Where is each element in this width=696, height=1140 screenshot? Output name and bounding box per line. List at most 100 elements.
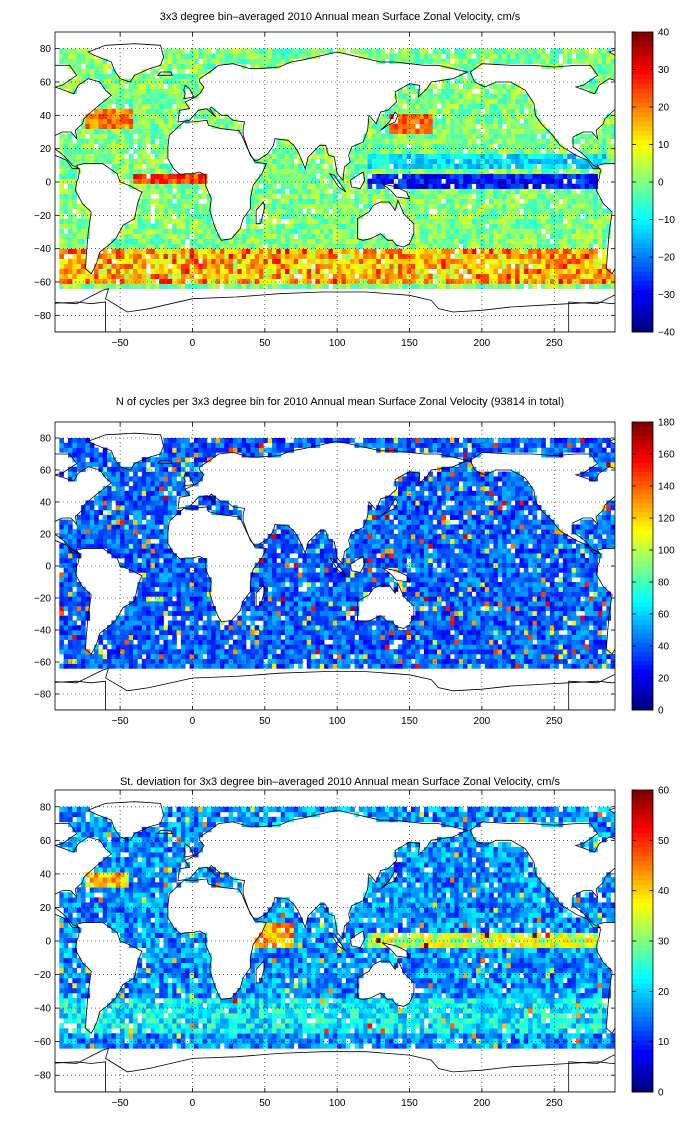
heatmap-cell xyxy=(467,649,473,655)
heatmap-cell xyxy=(445,188,451,194)
heatmap-cell xyxy=(198,223,203,229)
heatmap-cell xyxy=(250,273,255,279)
heatmap-cell xyxy=(337,178,342,184)
heatmap-cell xyxy=(549,58,555,64)
heatmap-cell xyxy=(558,218,564,224)
colorbar-tick-label: 0 xyxy=(658,178,664,189)
heatmap-cell xyxy=(98,253,104,259)
heatmap-cell xyxy=(115,644,121,650)
heatmap-cell xyxy=(380,58,386,64)
heatmap-cell xyxy=(137,118,143,124)
heatmap-cell xyxy=(172,233,177,239)
heatmap-cell xyxy=(94,649,99,655)
heatmap-cell xyxy=(128,123,134,129)
heatmap-cell xyxy=(285,138,290,144)
heatmap-cell xyxy=(506,133,512,139)
heatmap-cell xyxy=(328,649,334,655)
heatmap-cell xyxy=(380,283,386,289)
heatmap-cell xyxy=(59,193,64,199)
heatmap-cell xyxy=(358,258,364,264)
colorbar-tick-label: −30 xyxy=(658,290,675,301)
heatmap-cell xyxy=(189,248,195,254)
heatmap-cell xyxy=(150,108,156,114)
heatmap-cell xyxy=(172,108,177,114)
heatmap-cell xyxy=(419,228,425,234)
heatmap-cell xyxy=(306,248,312,254)
heatmap-cell xyxy=(588,153,594,159)
heatmap-cell xyxy=(571,278,577,284)
heatmap-cell xyxy=(493,233,499,239)
heatmap-cell xyxy=(345,208,351,214)
heatmap-cell xyxy=(410,273,416,279)
heatmap-cell xyxy=(332,183,338,189)
heatmap-cell xyxy=(506,173,512,179)
heatmap-cell xyxy=(111,163,117,169)
heatmap-cell xyxy=(502,173,507,179)
heatmap-cell xyxy=(85,153,91,159)
heatmap-cell xyxy=(159,98,164,104)
heatmap-cell xyxy=(193,88,199,94)
heatmap-cell xyxy=(371,283,377,289)
heatmap-cell xyxy=(120,663,125,669)
heatmap-cell xyxy=(597,153,603,159)
heatmap-cell xyxy=(298,283,303,289)
heatmap-cell xyxy=(146,203,151,209)
heatmap-cell xyxy=(610,58,615,64)
heatmap-cell xyxy=(259,238,264,244)
heatmap-cell xyxy=(350,203,355,209)
heatmap-cell xyxy=(593,63,598,69)
heatmap-cell xyxy=(476,93,481,99)
heatmap-cell xyxy=(176,273,182,279)
heatmap-cell xyxy=(206,63,212,69)
heatmap-cell xyxy=(159,208,164,214)
heatmap-cell xyxy=(358,663,364,669)
heatmap-cell xyxy=(402,98,407,104)
heatmap-cell xyxy=(467,639,473,645)
heatmap-cell xyxy=(180,63,186,69)
heatmap-cell xyxy=(458,108,464,114)
heatmap-cell xyxy=(575,193,581,199)
heatmap-cell xyxy=(541,654,546,660)
heatmap-cell xyxy=(341,654,347,660)
heatmap-cell xyxy=(137,283,143,289)
heatmap-cell xyxy=(120,658,125,664)
heatmap-cell xyxy=(484,654,490,660)
heatmap-cell xyxy=(206,258,212,264)
heatmap-cell xyxy=(198,238,203,244)
heatmap-cell xyxy=(523,188,529,194)
heatmap-cell xyxy=(489,228,494,234)
heatmap-cell xyxy=(601,658,607,664)
heatmap-cell xyxy=(584,213,590,219)
heatmap-cell xyxy=(293,53,299,59)
heatmap-cell xyxy=(397,88,403,94)
heatmap-cell xyxy=(63,58,69,64)
heatmap-cell xyxy=(332,658,338,664)
heatmap-cell xyxy=(393,183,399,189)
heatmap-cell xyxy=(480,188,486,194)
heatmap-cell xyxy=(463,138,468,144)
heatmap-cell xyxy=(241,58,247,64)
heatmap-cell xyxy=(458,168,464,174)
heatmap-cell xyxy=(219,253,225,259)
heatmap-cell xyxy=(515,218,520,224)
heatmap-cell xyxy=(150,243,156,249)
heatmap-cell xyxy=(536,258,542,264)
heatmap-cell xyxy=(163,73,169,79)
heatmap-cell xyxy=(606,218,611,224)
heatmap-cell xyxy=(423,273,429,279)
heatmap-cell xyxy=(285,163,290,169)
heatmap-cell xyxy=(128,138,134,144)
heatmap-cell xyxy=(315,168,321,174)
heatmap-cell xyxy=(124,128,130,134)
heatmap-cell xyxy=(454,133,460,139)
heatmap-cell xyxy=(523,639,529,645)
heatmap-cell xyxy=(180,263,186,269)
heatmap-cell xyxy=(298,248,303,254)
heatmap-cell xyxy=(193,238,199,244)
heatmap-cell xyxy=(532,203,538,209)
heatmap-cell xyxy=(137,258,143,264)
heatmap-cell xyxy=(536,138,542,144)
heatmap-cell xyxy=(350,278,355,284)
heatmap-cell xyxy=(371,133,377,139)
heatmap-cell xyxy=(267,163,273,169)
